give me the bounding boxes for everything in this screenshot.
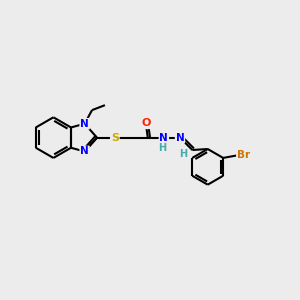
Text: Br: Br xyxy=(237,150,250,161)
Text: N: N xyxy=(80,146,89,157)
Text: N: N xyxy=(80,119,89,129)
Text: S: S xyxy=(111,133,119,142)
Text: H: H xyxy=(159,143,167,153)
Text: H: H xyxy=(179,149,187,160)
Text: O: O xyxy=(141,118,151,128)
Text: N: N xyxy=(160,133,168,142)
Text: N: N xyxy=(176,133,184,142)
